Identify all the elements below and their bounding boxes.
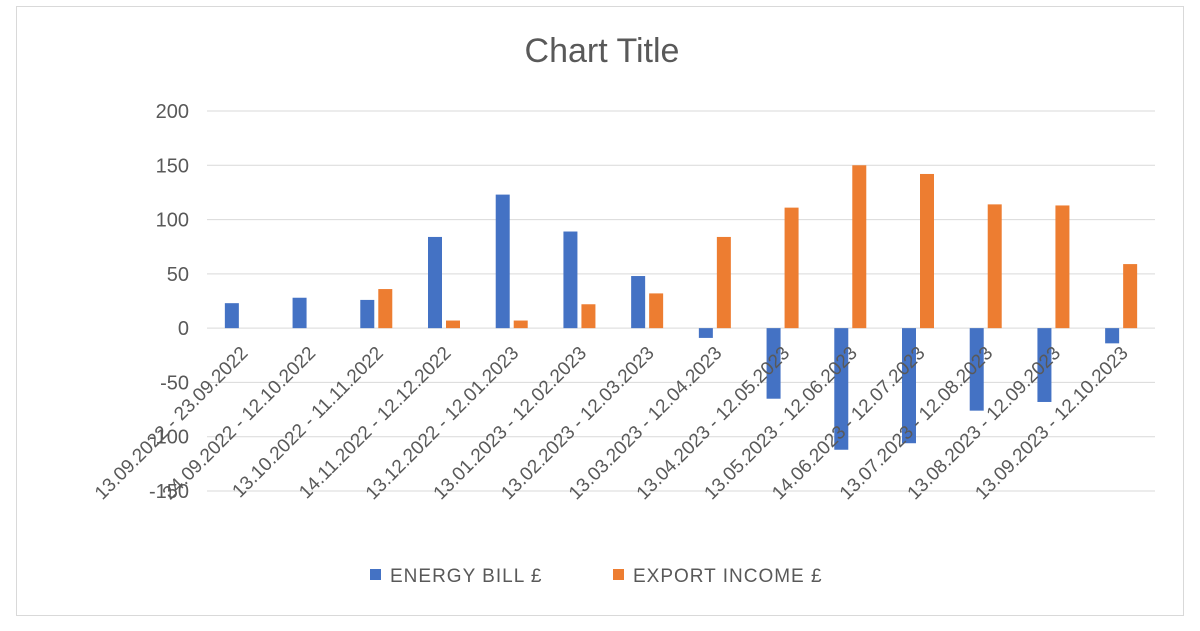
y-tick-label: -150 bbox=[149, 481, 189, 503]
export-income-bar bbox=[649, 293, 664, 329]
energy-bill-bar bbox=[563, 231, 578, 329]
y-tick-label: -50 bbox=[160, 372, 189, 394]
export-income-bar bbox=[581, 304, 596, 329]
energy-bill-bar bbox=[224, 303, 239, 329]
energy-bill-bar bbox=[902, 328, 916, 444]
energy-bill-bar bbox=[1105, 328, 1120, 344]
energy-bill-bar bbox=[428, 236, 442, 329]
export-income-bar bbox=[784, 207, 799, 329]
energy-bill-bar bbox=[698, 328, 713, 338]
chart-area: Chart Title 200 150 100 50 0 -50 -100 -150 13.0… bbox=[16, 6, 1184, 616]
energy-bill-bar bbox=[495, 194, 510, 329]
bars bbox=[224, 165, 1138, 450]
export-income-bar bbox=[852, 165, 867, 329]
energy-bill-bar bbox=[969, 328, 984, 411]
y-tick-label: 0 bbox=[178, 318, 189, 340]
energy-bill-bar bbox=[834, 328, 849, 450]
energy-bill-bar bbox=[1037, 328, 1052, 402]
export-income-bar bbox=[987, 204, 1002, 329]
legend-swatch-energy-bill bbox=[370, 569, 381, 580]
export-income-bar bbox=[1123, 264, 1138, 329]
y-axis-ticks: 200 150 100 50 0 -50 -100 -150 bbox=[149, 101, 189, 503]
export-income-bar bbox=[1055, 205, 1070, 329]
export-income-bar bbox=[378, 289, 393, 329]
legend: ENERGY BILL £ EXPORT INCOME £ bbox=[370, 566, 823, 587]
chart-svg: Chart Title 200 150 100 50 0 -50 -100 -150 13.0… bbox=[91, 32, 1155, 587]
legend-swatch-export-income bbox=[613, 569, 624, 580]
y-tick-label: 100 bbox=[156, 210, 189, 232]
energy-bill-bar bbox=[766, 328, 781, 399]
energy-bill-bar bbox=[292, 297, 307, 329]
export-income-bar bbox=[513, 320, 528, 329]
export-income-bar bbox=[446, 320, 460, 329]
chart-title: Chart Title bbox=[525, 32, 680, 70]
y-tick-label: 150 bbox=[156, 155, 189, 177]
export-income-bar bbox=[716, 236, 731, 329]
y-tick-label: 50 bbox=[167, 264, 189, 286]
energy-bill-bar bbox=[360, 299, 375, 329]
legend-label-energy-bill: ENERGY BILL £ bbox=[390, 566, 542, 587]
y-tick-label: 200 bbox=[156, 101, 189, 123]
legend-label-export-income: EXPORT INCOME £ bbox=[633, 566, 823, 587]
export-income-bar bbox=[920, 173, 934, 329]
y-tick-label: -100 bbox=[149, 427, 189, 449]
energy-bill-bar bbox=[631, 276, 646, 329]
